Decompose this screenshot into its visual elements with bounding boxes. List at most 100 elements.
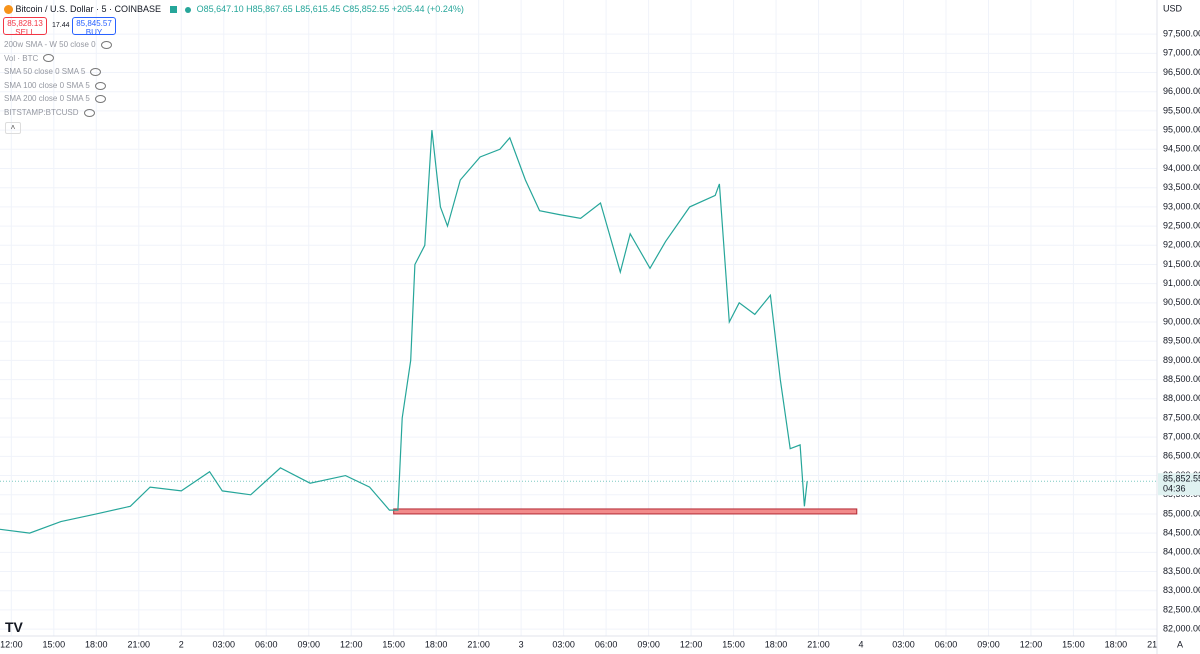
x-tick-label: 09:00	[637, 639, 660, 649]
y-tick-label: 82,000.00	[1163, 623, 1200, 633]
indicator-label: Vol · BTC	[4, 53, 39, 63]
y-tick-label: 94,500.00	[1163, 144, 1200, 154]
y-tick-label: 92,500.00	[1163, 220, 1200, 230]
currency: USD	[1163, 3, 1183, 13]
indicator[interactable]: SMA 200 close 0 SMA 5	[4, 94, 106, 103]
sell-label: SELL	[15, 28, 35, 37]
y-tick-label: 84,000.00	[1163, 547, 1200, 557]
sell-button[interactable]: 85,828.13 SELL	[3, 17, 47, 37]
y-tick-label: 97,500.00	[1163, 29, 1200, 39]
spread: 17.44	[52, 22, 70, 29]
x-tick-label: 3	[519, 639, 524, 649]
x-tick-label: 21:00	[467, 639, 490, 649]
y-tick-label: 85,000.00	[1163, 508, 1200, 518]
price-line	[0, 130, 808, 534]
last-price-tag	[1158, 473, 1200, 496]
symbol-header: Bitcoin / U.S. Dollar · 5 · COINBASE O85…	[4, 4, 464, 15]
visibility-icon[interactable]	[94, 81, 106, 90]
auto-scale: A	[1177, 639, 1183, 649]
ohlc: O85,647.10 H85,867.65 L85,615.45 C85,852…	[196, 4, 464, 14]
visibility-icon[interactable]	[83, 108, 95, 117]
market-flag	[169, 6, 177, 14]
indicator-label: SMA 200 close 0 SMA 5	[4, 94, 90, 104]
y-tick-label: 86,500.00	[1163, 451, 1200, 461]
y-tick-label: 82,500.00	[1163, 604, 1200, 614]
y-tick-label: 83,000.00	[1163, 585, 1200, 595]
x-tick-label: 2	[179, 639, 184, 649]
x-tick-label: 06:00	[595, 639, 618, 649]
visibility-icon[interactable]	[90, 68, 102, 77]
x-tick-label: 12:00	[340, 639, 363, 649]
x-tick-label: 12:00	[1020, 639, 1043, 649]
indicator-label: 200w SMA - W 50 close 0	[4, 40, 96, 49]
y-tick-label: 93,000.00	[1163, 201, 1200, 211]
y-tick-label: 87,000.00	[1163, 432, 1200, 442]
y-tick-label: 90,500.00	[1163, 297, 1200, 307]
indicator[interactable]: BITSTAMP:BTCUSD	[4, 108, 95, 117]
x-tick-label: 4	[859, 639, 864, 649]
time-axis	[0, 636, 1200, 654]
x-tick-label: 15:00	[43, 639, 66, 649]
x-tick-label: 21:00	[128, 639, 151, 649]
y-tick-label: 95,000.00	[1163, 124, 1200, 134]
x-tick-label: 12:00	[680, 639, 703, 649]
x-tick-label: 18:00	[85, 639, 108, 649]
btc-icon	[4, 5, 13, 15]
buy-button[interactable]: 85,845.57 BUY	[72, 17, 116, 37]
indicator[interactable]: 200w SMA - W 50 close 0	[4, 40, 112, 49]
support-zone	[393, 508, 858, 515]
price-axis	[1157, 0, 1200, 654]
visibility-icon[interactable]	[94, 95, 106, 104]
y-tick-label: 92,000.00	[1163, 240, 1200, 250]
y-tick-label: 89,000.00	[1163, 355, 1200, 365]
symbol[interactable]: Bitcoin / U.S. Dollar · 5 · COINBASE	[15, 4, 162, 14]
y-tick-label: 89,500.00	[1163, 336, 1200, 346]
y-tick-label: 91,500.00	[1163, 259, 1200, 269]
x-tick-label: 18:00	[1105, 639, 1128, 649]
x-tick-label: 15:00	[1062, 639, 1085, 649]
indicator-label: SMA 100 close 0 SMA 5	[4, 80, 90, 90]
indicator[interactable]: SMA 50 close 0 SMA 5	[4, 67, 102, 77]
x-tick-label: 06:00	[255, 639, 278, 649]
x-tick-label: 09:00	[977, 639, 1000, 649]
x-tick-label: 18:00	[425, 639, 448, 649]
y-tick-label: 96,000.00	[1163, 86, 1200, 96]
y-tick-label: 97,000.00	[1163, 48, 1200, 58]
logo: TV	[5, 619, 23, 635]
buy-label: BUY	[85, 28, 103, 37]
x-tick-label: 03:00	[892, 639, 915, 649]
status-dot	[185, 6, 192, 13]
countdown: 04:36	[1163, 484, 1186, 494]
x-tick-label: 12:00	[0, 639, 23, 649]
y-tick-label: 83,500.00	[1163, 566, 1200, 576]
y-tick-label: 88,500.00	[1163, 374, 1200, 384]
y-tick-label: 96,500.00	[1163, 67, 1200, 77]
y-tick-label: 91,000.00	[1163, 278, 1200, 288]
y-tick-label: 93,500.00	[1163, 182, 1200, 192]
x-tick-label: 15:00	[722, 639, 745, 649]
x-tick-label: 03:00	[212, 639, 235, 649]
y-tick-label: 88,000.00	[1163, 393, 1200, 403]
visibility-icon[interactable]	[100, 40, 112, 49]
collapse-button[interactable]: ˄	[5, 122, 21, 134]
x-tick-label: 21:00	[807, 639, 830, 649]
x-tick-label: 15:00	[382, 639, 405, 649]
x-tick-label: 06:00	[935, 639, 958, 649]
indicator-label: BITSTAMP:BTCUSD	[4, 108, 79, 117]
y-tick-label: 90,000.00	[1163, 316, 1200, 326]
visibility-icon[interactable]	[43, 54, 55, 63]
y-tick-label: 87,500.00	[1163, 412, 1200, 422]
sell-price: 85,828.13	[7, 19, 43, 28]
x-tick-label: 03:00	[552, 639, 575, 649]
last-price-label: 85,852.55	[1163, 474, 1200, 484]
buy-price: 85,845.57	[76, 19, 112, 28]
y-tick-label: 94,000.00	[1163, 163, 1200, 173]
indicator-label: SMA 50 close 0 SMA 5	[4, 67, 86, 77]
y-tick-label: 84,500.00	[1163, 528, 1200, 538]
x-tick-label: 18:00	[765, 639, 788, 649]
x-tick-label: 09:00	[297, 639, 320, 649]
indicator[interactable]: SMA 100 close 0 SMA 5	[4, 81, 106, 90]
indicator[interactable]: Vol · BTC	[4, 53, 55, 63]
